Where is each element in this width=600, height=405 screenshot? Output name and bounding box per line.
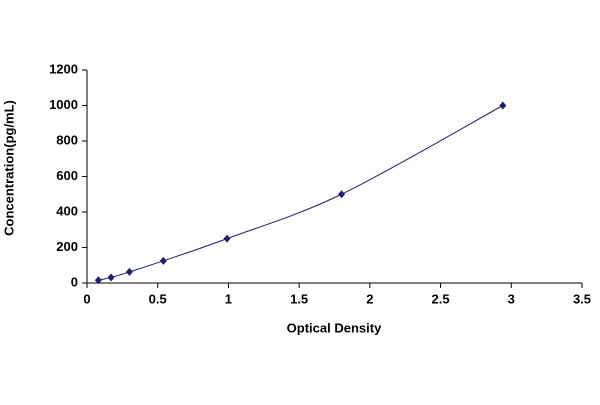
y-tick-label: 200 xyxy=(56,239,78,254)
x-tick-label: 1 xyxy=(225,291,232,306)
y-tick-label: 1200 xyxy=(49,61,78,76)
x-tick-label: 2 xyxy=(366,291,373,306)
point xyxy=(338,190,346,199)
y-axis-title: Concentration(pg/mL) xyxy=(1,100,16,236)
y-tick-label: 600 xyxy=(56,168,78,183)
x-axis-title: Optical Density xyxy=(287,320,382,335)
point xyxy=(223,234,231,243)
point xyxy=(159,256,167,265)
point xyxy=(125,267,133,276)
y-tick-label: 400 xyxy=(56,203,78,218)
x-tick-label: 0.5 xyxy=(149,291,167,306)
x-tick-label: 1.5 xyxy=(290,291,308,306)
point xyxy=(499,101,507,110)
x-tick-label: 3.5 xyxy=(573,291,591,306)
x-tick-label: 2.5 xyxy=(432,291,450,306)
y-tick-label: 1000 xyxy=(49,97,78,112)
x-tick-label: 3 xyxy=(508,291,515,306)
x-tick-label: 0 xyxy=(83,291,90,306)
curve xyxy=(98,105,504,281)
point xyxy=(107,273,115,282)
y-tick-label: 800 xyxy=(56,132,78,147)
y-tick-label: 0 xyxy=(71,274,78,289)
point xyxy=(94,276,102,285)
